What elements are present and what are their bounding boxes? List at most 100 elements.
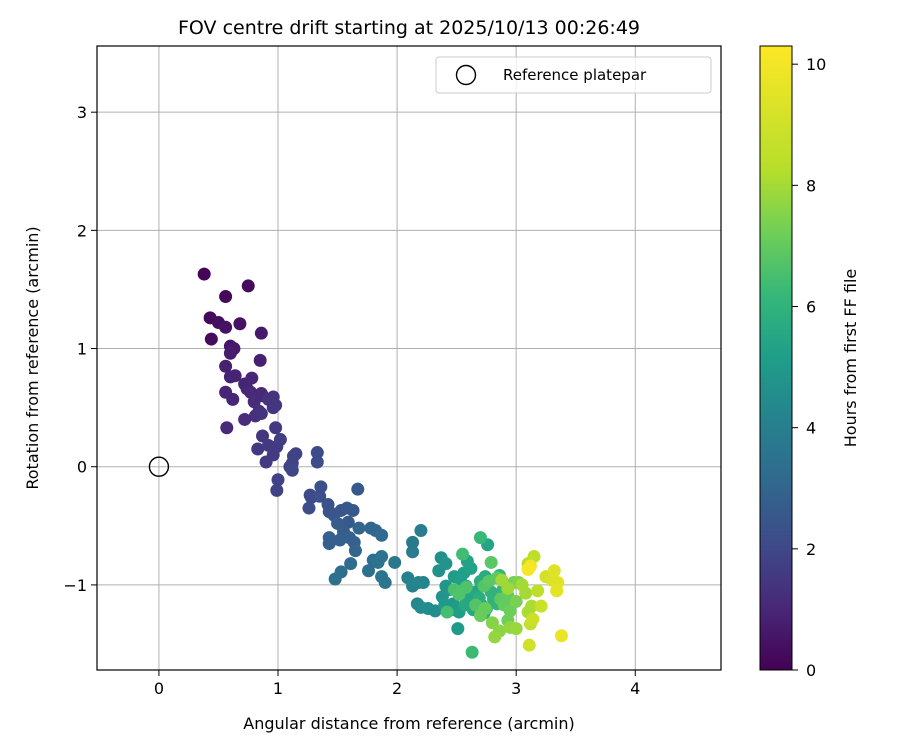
data-point [302,501,316,515]
data-point [554,629,568,643]
data-point [352,521,366,535]
data-point [509,622,523,636]
data-point [344,557,358,571]
data-point [473,531,487,545]
x-tick-label: 0 [154,679,164,698]
data-point [531,584,545,598]
data-point [289,447,303,461]
x-axis-label: Angular distance from reference (arcmin) [243,714,574,733]
data-point [233,317,247,331]
data-point [238,412,252,426]
data-point [254,326,268,340]
colorbar-ticks: 0 2 4 6 8 10 [792,55,826,680]
data-point [362,564,376,578]
data-point [375,528,389,542]
data-point [348,544,362,558]
data-point [378,576,392,590]
data-point [219,320,233,334]
data-point [478,602,492,616]
x-tick-label: 4 [630,679,640,698]
data-point [253,353,267,367]
colorbar-label: Hours from first FF file [841,269,860,448]
data-point [219,290,233,304]
data-point [451,622,465,636]
data-point [228,369,242,383]
chart-title: FOV centre drift starting at 2025/10/13 … [178,17,640,39]
data-point [465,645,479,659]
y-tick-label: −1 [63,576,87,595]
data-point [220,421,234,435]
data-point [550,584,564,598]
data-point [313,489,327,503]
y-tick-label: 2 [77,221,87,240]
data-point [526,612,540,626]
data-point [439,557,453,571]
reference-point-marker [148,456,170,477]
legend-marker-icon [455,64,477,86]
data-point [346,503,360,517]
data-point [245,371,259,385]
data-point [459,580,473,594]
colorbar-tick-label: 6 [806,298,816,317]
data-point [406,545,420,559]
data-point [522,638,536,652]
legend-box [435,56,712,94]
colorbar-tick-label: 10 [806,55,826,74]
data-point [270,483,284,497]
data-point [314,480,328,494]
data-point [271,473,285,487]
data-point [254,407,268,421]
plot-frame [96,45,722,671]
data-point [464,561,478,575]
data-point [521,563,535,577]
colorbar-gradient [759,45,793,671]
data-point [285,463,299,477]
x-tick-label: 3 [511,679,521,698]
data-point [440,605,454,619]
data-point [519,586,533,600]
data-point [310,455,324,469]
data-point [525,599,539,613]
y-axis-label: Rotation from reference (arcmin) [23,226,42,489]
data-point [269,421,283,435]
y-tick-label: 1 [77,340,87,359]
data-point [322,537,336,551]
reference-marker [148,456,170,477]
data-point [414,524,428,538]
legend-label: Reference platepar [503,66,647,84]
data-point [501,581,515,595]
x-axis-ticks: 0 1 2 3 4 [154,670,640,698]
data-point [534,599,548,613]
data-point [273,433,287,447]
x-tick-label: 2 [392,679,402,698]
colorbar-tick-label: 4 [806,419,816,438]
data-point [328,572,342,586]
y-axis-ticks: −1 0 1 2 3 [63,103,97,595]
data-point [266,401,280,415]
data-point [251,442,265,456]
colorbar-tick-label: 8 [806,176,816,195]
data-point [547,564,561,578]
data-points [197,267,568,659]
data-point [371,555,385,569]
data-point [256,429,270,443]
data-point [484,555,498,569]
data-point [428,604,442,618]
data-point [223,346,237,360]
y-tick-label: 3 [77,103,87,122]
data-point [456,547,470,561]
data-point [509,594,523,608]
data-point [488,630,502,644]
data-point [197,267,211,281]
data-point [310,446,324,460]
data-point [416,576,430,590]
colorbar: 0 2 4 6 8 10 Hours from first FF file [759,45,860,680]
data-point [219,359,233,373]
data-point [503,604,517,618]
colorbar-tick-label: 0 [806,661,816,680]
y-tick-label: 0 [77,458,87,477]
data-point [226,392,240,406]
legend: Reference platepar [435,56,712,94]
data-point [241,279,255,293]
